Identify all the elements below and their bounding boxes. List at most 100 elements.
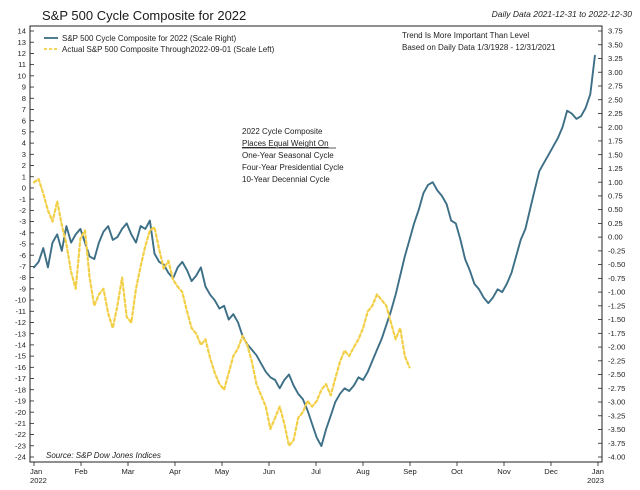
right-tick-label: -2.00	[608, 343, 625, 352]
left-tick-label: 4	[22, 139, 26, 148]
left-tick-label: -12	[15, 318, 26, 327]
left-tick-label: -23	[15, 441, 26, 450]
x-tick-label: Nov	[497, 467, 511, 476]
left-tick-label: -20	[15, 408, 26, 417]
right-axis: 3.75 3.50 3.25 3.00 2.75 2.50 2.25 2.00 1.75 1.50…	[598, 27, 625, 462]
left-tick-label: -5	[19, 240, 26, 249]
left-tick-label: 5	[22, 127, 26, 136]
left-axis: 14131211109876543210-1-2-3-4-5-6-7-8-9-1…	[15, 27, 34, 462]
x-tick-label: Aug	[356, 467, 370, 476]
right-tick-label: 0.00	[608, 233, 623, 242]
right-tick-label: 0.50	[608, 205, 623, 214]
x-tick-label: Oct	[451, 467, 464, 476]
left-tick-label: -13	[15, 329, 26, 338]
left-tick-label: -6	[19, 251, 26, 260]
right-tick-label: -2.50	[608, 370, 625, 379]
left-tick-label: 1	[22, 172, 26, 181]
right-tick-label: -3.25	[608, 411, 625, 420]
right-tick-label: 3.75	[608, 27, 623, 36]
left-tick-label: -22	[15, 430, 26, 439]
right-tick-label: -2.75	[608, 384, 625, 393]
right-tick-label: -2.25	[608, 356, 625, 365]
composite-note-line-5: 10-Year Decennial Cycle	[242, 175, 330, 184]
right-tick-label: 2.25	[608, 109, 623, 118]
right-tick-label: -1.25	[608, 301, 625, 310]
left-tick-label: 6	[22, 116, 26, 125]
left-tick-label: 7	[22, 105, 26, 114]
x-tick-label: 2023	[587, 476, 604, 485]
x-tick-label: Jun	[263, 467, 275, 476]
left-tick-label: 3	[22, 150, 26, 159]
left-tick-label: 11	[18, 60, 26, 69]
right-tick-label: -3.75	[608, 439, 625, 448]
left-tick-label: -24	[15, 453, 26, 462]
left-tick-label: 2	[22, 161, 26, 170]
x-tick-label: Jan	[592, 467, 604, 476]
left-tick-label: -4	[19, 228, 26, 237]
right-tick-label: 3.50	[608, 40, 623, 49]
right-tick-label: 1.25	[608, 164, 623, 173]
legend-label-actual: Actual S&P 500 Composite Through2022-09-…	[62, 45, 275, 54]
left-tick-label: -16	[15, 363, 26, 372]
x-tick-label: Sep	[403, 467, 417, 476]
series-layer	[32, 54, 596, 447]
actual-series-line	[32, 177, 411, 447]
right-tick-label: 1.00	[608, 178, 623, 187]
left-tick-label: -10	[15, 296, 26, 305]
right-tick-label: 1.75	[608, 137, 623, 146]
left-tick-label: 8	[22, 94, 26, 103]
plot-frame	[29, 25, 603, 463]
composite-note-line-1: 2022 Cycle Composite	[242, 127, 323, 136]
composite-series-line	[33, 54, 596, 447]
right-tick-label: 0.75	[608, 192, 623, 201]
right-tick-label: 2.75	[608, 82, 623, 91]
left-tick-label: -3	[19, 217, 26, 226]
x-tick-label: Feb	[74, 467, 87, 476]
right-tick-label: -4.00	[608, 453, 625, 462]
chart-subtitle: Daily Data 2021-12-31 to 2022-12-30	[492, 9, 633, 19]
left-tick-label: -2	[19, 206, 26, 215]
left-tick-label: 9	[22, 83, 26, 92]
left-tick-label: -21	[15, 419, 26, 428]
source-note: Source: S&P Dow Jones Indices	[46, 451, 161, 460]
left-tick-label: 14	[18, 27, 26, 36]
right-tick-label: 2.50	[608, 95, 623, 104]
right-tick-label: -0.75	[608, 274, 625, 283]
left-tick-label: -17	[15, 374, 26, 383]
left-tick-label: 0	[22, 184, 26, 193]
right-tick-label: 2.00	[608, 123, 623, 132]
composite-note-line-3: One-Year Seasonal Cycle	[242, 151, 334, 160]
right-tick-label: -1.75	[608, 329, 625, 338]
left-tick-label: -18	[15, 385, 26, 394]
left-tick-label: -14	[15, 340, 26, 349]
left-tick-label: -7	[19, 262, 26, 271]
left-tick-label: -15	[15, 352, 26, 361]
right-tick-label: -3.00	[608, 398, 625, 407]
left-tick-label: -9	[19, 284, 26, 293]
right-tick-label: -0.50	[608, 260, 625, 269]
legend: S&P 500 Cycle Composite for 2022 (Scale …	[44, 34, 275, 54]
trend-note: Trend Is More Important Than Level Based…	[402, 31, 556, 52]
left-tick-label: -11	[16, 307, 26, 316]
right-tick-label: 0.25	[608, 219, 623, 228]
right-tick-label: -0.25	[608, 246, 625, 255]
left-tick-label: -8	[19, 273, 26, 282]
left-tick-label: 12	[18, 49, 26, 58]
right-tick-label: 1.50	[608, 150, 623, 159]
composite-note-line-4: Four-Year Presidential Cycle	[242, 163, 344, 172]
right-tick-label: -1.50	[608, 315, 625, 324]
left-tick-label: -1	[19, 195, 26, 204]
right-tick-label: -3.50	[608, 425, 625, 434]
x-tick-label: Apr	[169, 467, 181, 476]
chart-title: S&P 500 Cycle Composite for 2022	[42, 8, 246, 23]
x-tick-label: Dec	[544, 467, 558, 476]
x-tick-label: Jul	[311, 467, 321, 476]
x-tick-label: May	[215, 467, 230, 476]
right-tick-label: 3.00	[608, 68, 623, 77]
x-tick-label: Jan	[30, 467, 42, 476]
right-tick-label: -1.00	[608, 288, 625, 297]
x-tick-label: Mar	[121, 467, 135, 476]
left-tick-label: -19	[15, 397, 26, 406]
